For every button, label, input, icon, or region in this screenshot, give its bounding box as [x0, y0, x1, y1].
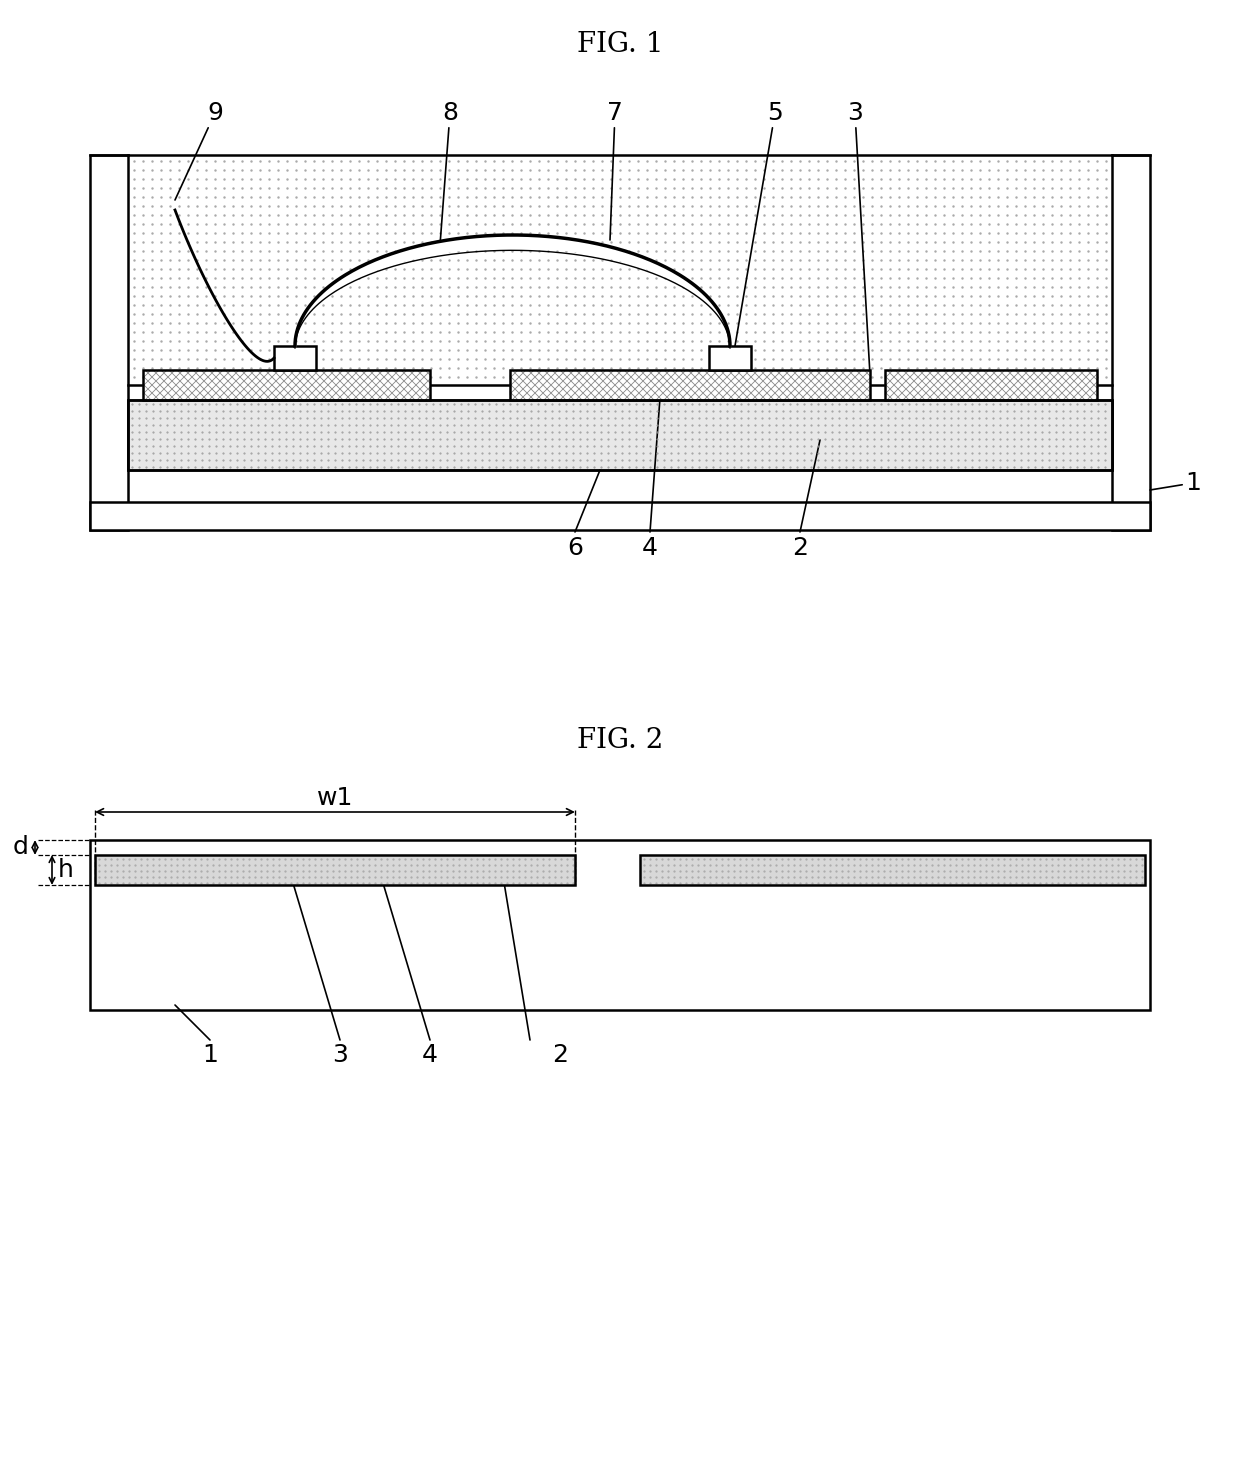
Bar [1112, 155, 1149, 530]
Text: 5: 5 [730, 101, 782, 375]
Text: 1: 1 [1149, 472, 1200, 495]
Bar [95, 856, 575, 885]
Text: 4: 4 [642, 536, 658, 561]
Text: d: d [14, 835, 29, 860]
Text: 2: 2 [792, 536, 808, 561]
Text: 9: 9 [175, 101, 223, 200]
Text: 3: 3 [847, 101, 870, 375]
Text: h: h [58, 858, 74, 882]
Bar [143, 369, 430, 400]
Bar [128, 400, 1112, 470]
Text: 2: 2 [552, 1042, 568, 1067]
Text: 7: 7 [608, 101, 622, 239]
Text: w1: w1 [316, 785, 353, 810]
Text: 8: 8 [440, 101, 458, 245]
Bar [709, 346, 751, 369]
Bar [91, 155, 128, 530]
Text: 6: 6 [567, 536, 583, 561]
Bar [143, 369, 430, 400]
Text: FIG. 1: FIG. 1 [577, 32, 663, 58]
Bar [128, 400, 1112, 470]
Text: 3: 3 [332, 1042, 348, 1067]
Bar [885, 369, 1097, 400]
Bar [274, 346, 316, 369]
Bar [91, 839, 1149, 1010]
Bar [128, 155, 1112, 385]
Bar [510, 369, 870, 400]
Bar [640, 856, 1145, 885]
Text: 4: 4 [422, 1042, 438, 1067]
Text: FIG. 2: FIG. 2 [577, 727, 663, 753]
Bar [91, 502, 1149, 530]
Text: 1: 1 [202, 1042, 218, 1067]
Bar [510, 369, 870, 400]
Bar [95, 856, 575, 885]
Bar [640, 856, 1145, 885]
Bar [885, 369, 1097, 400]
